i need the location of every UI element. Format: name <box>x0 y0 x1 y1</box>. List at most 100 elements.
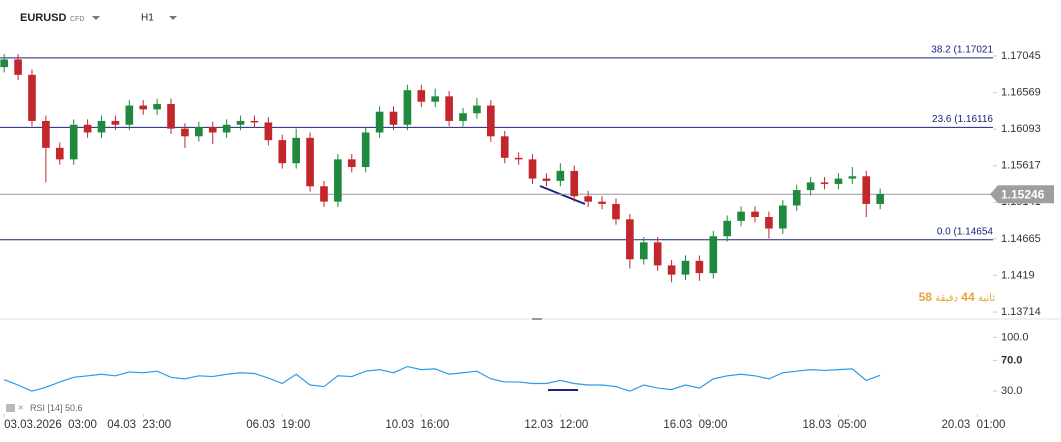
candle-body <box>389 111 398 125</box>
candle-body <box>876 193 884 204</box>
candle-body <box>167 104 175 129</box>
symbol[interactable]: EURUSD <box>20 12 67 24</box>
y-tick-label: 1.16569 <box>1001 86 1041 98</box>
candle-body <box>445 96 453 121</box>
candle <box>612 198 620 225</box>
candle-body <box>236 120 245 125</box>
x-tick-label: 16.03 09:00 <box>663 419 727 431</box>
candle <box>681 255 690 281</box>
candle-body <box>361 132 370 168</box>
candle-body <box>792 190 801 206</box>
candle <box>876 188 884 210</box>
candle <box>820 177 829 190</box>
candle <box>55 142 64 165</box>
candle <box>751 206 759 223</box>
indicator-settings-icon[interactable] <box>6 404 15 412</box>
candle <box>570 165 579 202</box>
x-tick-label: 18.03 05:00 <box>802 419 866 431</box>
candle-body <box>528 159 537 179</box>
candle <box>195 121 203 142</box>
current-price-label: 1.15246 <box>1001 187 1045 201</box>
badge-shape <box>990 185 1054 204</box>
candle-body <box>55 147 64 160</box>
y-tick-label: 1.16093 <box>1001 123 1041 135</box>
countdown-part: دقيقة <box>935 293 958 304</box>
candle <box>306 132 314 192</box>
candle-body <box>83 124 92 133</box>
x-tick-label: 12.03 12:00 <box>524 419 588 431</box>
candle <box>626 213 634 269</box>
candle <box>111 115 120 131</box>
timeframe-dropdown[interactable] <box>169 16 177 20</box>
candle <box>417 84 426 108</box>
candle-body <box>570 170 579 197</box>
candle-body <box>306 137 314 187</box>
candle-body <box>556 170 565 181</box>
candle-body <box>139 105 148 110</box>
indicator-close[interactable]: × <box>18 402 23 412</box>
candle <box>389 106 398 131</box>
candle-body <box>111 120 120 125</box>
trend-drawing[interactable] <box>539 185 586 205</box>
candle-body <box>14 59 22 75</box>
candle <box>125 100 134 131</box>
candle-body <box>778 205 787 229</box>
candle-body <box>848 176 857 179</box>
candle-body <box>417 90 426 102</box>
candle-body <box>695 260 704 274</box>
candle-body <box>653 242 662 266</box>
candle-body <box>97 120 106 133</box>
candle <box>431 88 440 108</box>
candle-body <box>195 127 203 137</box>
countdown-part: 44 <box>961 290 975 304</box>
candle-body <box>473 105 481 114</box>
candle <box>208 121 217 144</box>
candle <box>69 119 78 165</box>
candle <box>542 173 551 187</box>
rsi-y-tick-label: 30.0 <box>1001 385 1022 397</box>
fib-level-label: 23.6 (1.16116 <box>932 114 993 125</box>
timeframe[interactable]: H1 <box>141 13 154 24</box>
candle-body <box>347 159 356 168</box>
x-tick-label: 10.03 16:00 <box>385 419 449 431</box>
fib-level-label: 0.0 (1.14654 <box>937 226 994 237</box>
candle <box>556 163 565 187</box>
candle-body <box>153 104 161 110</box>
countdown-part: ثانية <box>978 293 995 304</box>
candle-body <box>765 217 773 229</box>
candle <box>403 84 412 131</box>
candle-body <box>292 137 300 164</box>
candle <box>0 54 8 73</box>
candle-body <box>208 127 217 133</box>
candle-body <box>612 203 620 220</box>
symbol-dropdown[interactable] <box>92 16 100 20</box>
candle-body <box>681 260 690 275</box>
candle <box>834 173 843 190</box>
candle-body <box>500 136 509 158</box>
candle <box>264 117 273 146</box>
y-tick-label: 1.17045 <box>1001 50 1041 62</box>
candle <box>97 115 106 138</box>
candle-body <box>278 140 287 164</box>
candle-body <box>862 176 871 204</box>
candle <box>153 98 161 115</box>
candle-body <box>542 178 551 181</box>
candle-body <box>639 242 648 260</box>
candle-body <box>125 105 134 125</box>
candle-body <box>584 196 592 202</box>
candle-body <box>334 159 342 202</box>
candle <box>653 236 662 271</box>
candle <box>347 153 356 173</box>
candle-body <box>28 74 36 121</box>
candle-body <box>487 105 495 137</box>
rsi-legend: RSI [14] 50.6 <box>30 403 83 413</box>
candle-body <box>626 219 634 260</box>
candle <box>320 180 328 208</box>
candle <box>167 98 175 134</box>
y-tick-label: 1.15617 <box>1001 160 1041 172</box>
candle-body <box>737 211 745 221</box>
candle-body <box>723 220 732 237</box>
candle <box>584 190 592 208</box>
candle-body <box>250 120 259 123</box>
